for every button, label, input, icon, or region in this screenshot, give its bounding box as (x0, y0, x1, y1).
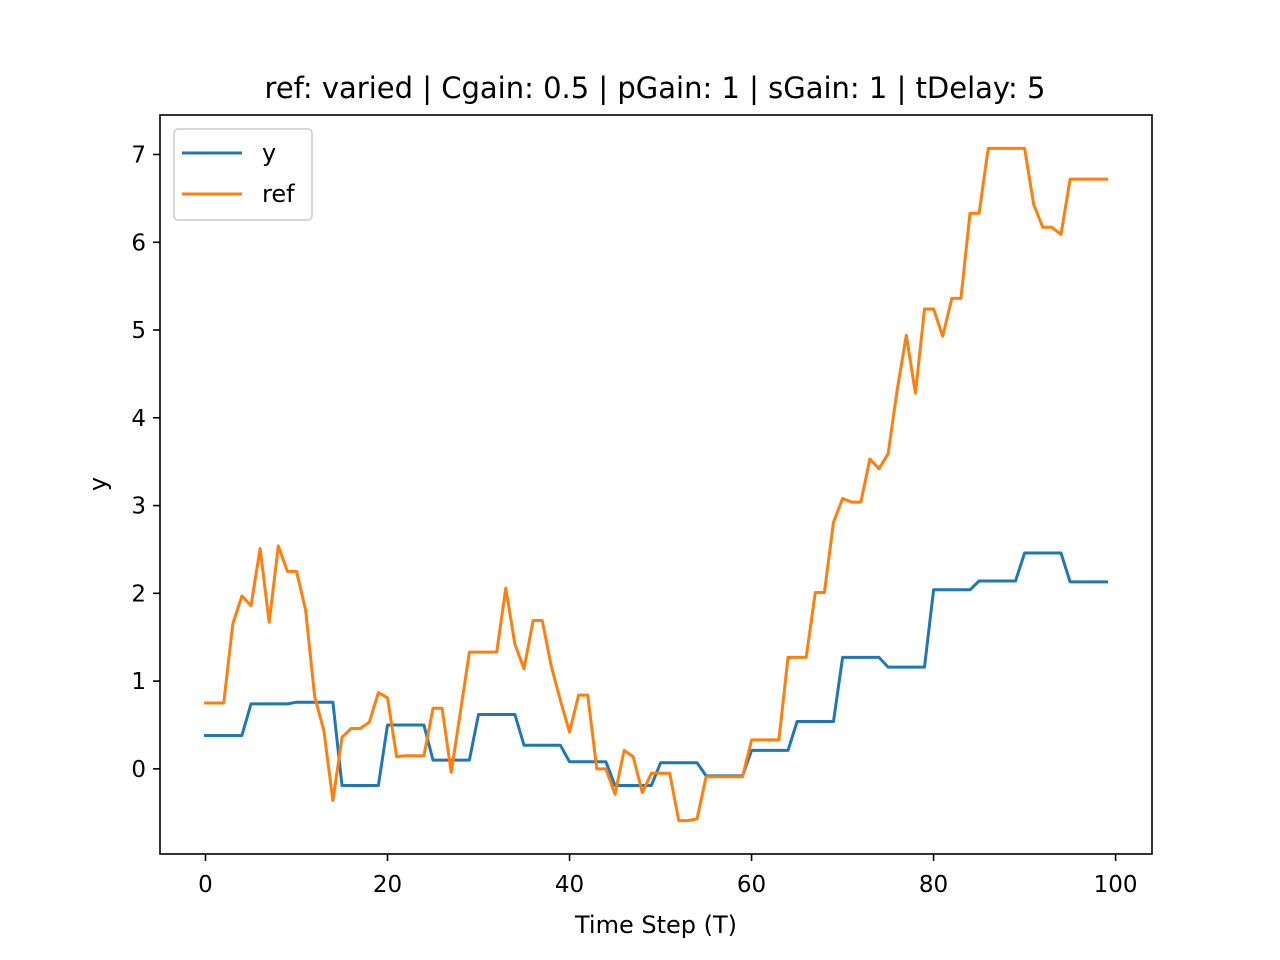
y-tick-label: 1 (131, 669, 146, 695)
x-tick-label: 0 (198, 872, 213, 898)
y-tick-label: 4 (131, 406, 146, 432)
y-tick-label: 7 (131, 142, 146, 168)
series-line-ref (204, 146, 1108, 823)
legend-label-y: y (262, 139, 276, 167)
y-tick-label: 6 (131, 230, 146, 256)
legend-label-ref: ref (262, 180, 295, 208)
y-axis-label: y (84, 477, 112, 491)
y-tick-label: 5 (131, 318, 146, 344)
y-axis: 0 1 2 3 4 5 6 7 (131, 142, 160, 783)
x-tick-label: 40 (555, 872, 584, 898)
series-layer (204, 146, 1108, 823)
x-tick-label: 100 (1094, 872, 1138, 898)
chart-title: ref: varied | Cgain: 0.5 | pGain: 1 | sG… (265, 71, 1046, 105)
plot-frame (159, 114, 1153, 855)
x-axis: 0 20 40 60 80 100 (198, 854, 1138, 898)
y-tick-label: 0 (131, 757, 146, 783)
legend: y ref (173, 128, 313, 221)
x-tick-label: 60 (737, 872, 766, 898)
x-tick-label: 20 (373, 872, 402, 898)
y-tick-label: 2 (131, 581, 146, 607)
x-tick-label: 80 (919, 872, 948, 898)
y-tick-label: 3 (131, 494, 146, 520)
x-axis-label: Time Step (T) (574, 911, 737, 939)
